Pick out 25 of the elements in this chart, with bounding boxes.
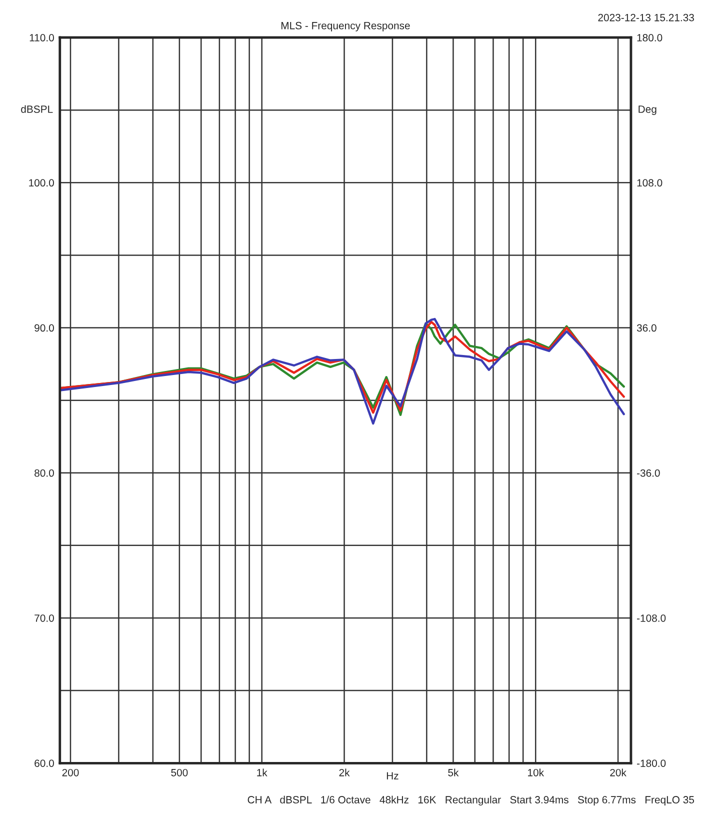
x-tick-label: 2k: [339, 768, 350, 776]
x-tick-label: 1k: [257, 768, 268, 776]
text: 2023-12-13 15.21.33: [598, 14, 694, 22]
y2-tick-label: 180.0: [637, 34, 662, 42]
y-tick-label: 70.0: [34, 614, 54, 622]
x-tick-label: 200: [62, 768, 79, 776]
y2-tick-label: 36.0: [636, 324, 656, 332]
x-tick-label: 500: [171, 768, 188, 776]
y2-tick-label: -36.0: [636, 469, 660, 477]
chart-title: MLS - Frequency Response: [281, 22, 410, 32]
y-axis-title: dBSPL: [21, 105, 53, 113]
y2-tick-label: -180.0: [636, 760, 666, 767]
x-tick-label: 5k: [448, 768, 459, 776]
y-tick-label: 110.0: [30, 34, 54, 42]
x-tick-label: 20k: [610, 768, 626, 776]
x-tick-label: 10k: [528, 768, 544, 776]
y2-tick-label: 108.0: [637, 179, 662, 187]
y-tick-label: 80.0: [34, 469, 54, 477]
y2-tick-label: -108.0: [636, 614, 666, 622]
y-tick-label: 100.0: [29, 179, 54, 187]
y-tick-label: 60.0: [34, 760, 54, 767]
x-axis-title: Hz: [386, 772, 398, 780]
text: CH A dBSPL 1/6 Octave 48kHz 16K Rectangular Start 3.94ms Stop 6.77ms FreqLO 35: [248, 796, 694, 806]
y-tick-label: 90.0: [34, 324, 54, 332]
y2-axis-title: Deg: [638, 106, 656, 115]
